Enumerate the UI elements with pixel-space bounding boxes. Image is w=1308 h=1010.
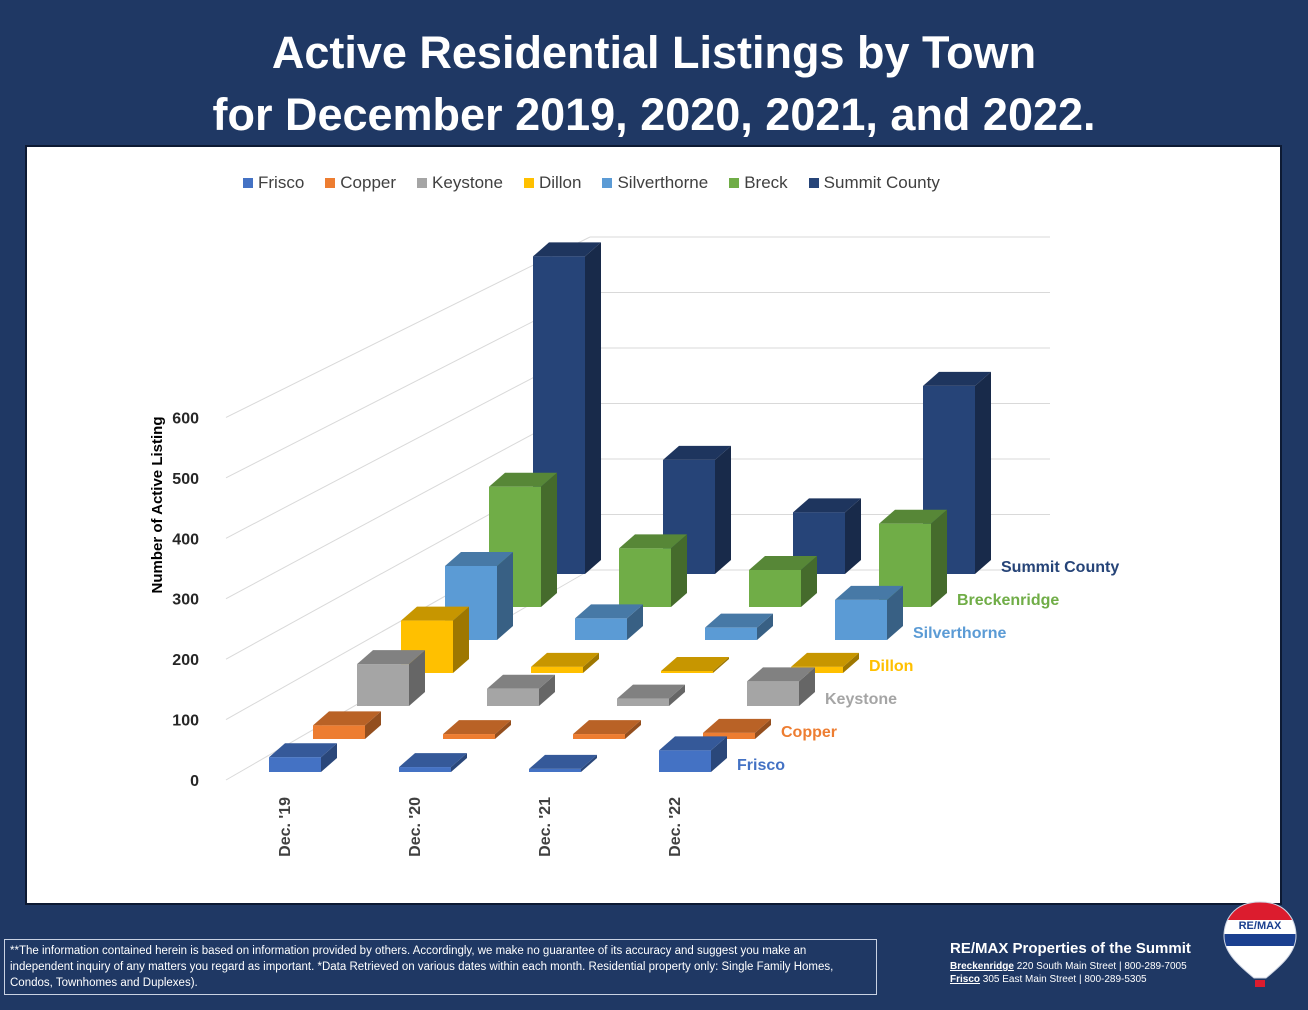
- legend-label: Dillon: [538, 173, 582, 192]
- brand-block: RE/MAX Properties of the Summit Breckenr…: [950, 940, 1191, 986]
- bar-keystone-2: [617, 684, 685, 706]
- chart-legend: Frisco Copper Keystone Dillon Silverthorne Br…: [243, 172, 961, 194]
- gridline-diagonal: [225, 347, 591, 539]
- bar-dillon-3: [791, 652, 859, 673]
- legend-label: Copper: [340, 173, 397, 192]
- legend-label: Keystone: [432, 173, 503, 192]
- brand-tagline: Properties of the Summit: [1012, 940, 1191, 957]
- balloon-text: RE/MAX: [1239, 920, 1282, 932]
- category-label: Dec. '22: [667, 797, 684, 857]
- bar-keystone-1: [487, 674, 555, 706]
- chart-panel: [25, 145, 1282, 905]
- bar-copper-0: [313, 711, 381, 739]
- balloon-logo-icon: RE/MAX: [1223, 901, 1297, 987]
- gridline-diagonal: [225, 403, 591, 600]
- bar-copper-2: [573, 720, 641, 739]
- bar-silverthorne-1: [575, 604, 643, 640]
- brand-name: RE/MAX: [950, 940, 1009, 957]
- legend-swatch: [729, 178, 740, 188]
- bar-dillon-1: [531, 652, 599, 673]
- y-tick-label: 600: [172, 410, 199, 427]
- bar-silverthorne-3: [835, 585, 903, 640]
- series-end-label: Dillon: [869, 658, 913, 675]
- legend-swatch: [325, 178, 336, 188]
- title-line-1: Active Residential Listings by Town: [271, 27, 1037, 78]
- bar-dillon-2: [661, 657, 729, 673]
- category-label: Dec. '19: [277, 797, 294, 857]
- title-line-2: for December 2019, 2020, 2021, and 2022.: [212, 89, 1096, 140]
- bar-copper-3: [703, 718, 771, 739]
- category-label: Dec. '20: [407, 797, 424, 857]
- legend-item-6: Summit County: [808, 173, 940, 193]
- office-1-town: Breckenridge: [950, 961, 1014, 972]
- legend-swatch: [417, 178, 428, 188]
- series-end-label: Breckenridge: [957, 592, 1059, 609]
- bars: [269, 242, 991, 772]
- legend-item-1: Copper: [325, 173, 396, 193]
- y-tick-label: 100: [172, 713, 199, 730]
- office-2-detail: 305 East Main Street | 800-289-5305: [982, 974, 1147, 985]
- y-tick-label: 300: [172, 592, 199, 609]
- bar-silverthorne-0: [445, 552, 513, 640]
- bar-frisco-0: [269, 743, 337, 772]
- bar-breck-2: [749, 556, 817, 607]
- y-tick-label: 200: [172, 652, 199, 669]
- y-axis-label: Number of Active Listing: [149, 417, 166, 594]
- bar-keystone-0: [357, 650, 425, 706]
- y-tick-label: 400: [172, 531, 199, 548]
- bar-breck-1: [619, 534, 687, 607]
- bar-frisco-1: [399, 753, 467, 772]
- series-end-label: Summit County: [1001, 559, 1119, 576]
- series-end-label: Silverthorne: [913, 625, 1006, 642]
- bar-frisco-2: [529, 754, 597, 772]
- series-end-label: Frisco: [737, 757, 785, 774]
- legend-swatch: [243, 178, 253, 188]
- bar-keystone-3: [747, 667, 815, 706]
- y-tick-label: 500: [172, 471, 199, 488]
- legend-label: Breck: [744, 173, 788, 192]
- legend-label: Frisco: [258, 173, 305, 192]
- legend-label: Silverthorne: [617, 173, 709, 192]
- category-label: Dec. '21: [537, 797, 554, 857]
- legend-swatch: [808, 178, 819, 188]
- disclaimer-text: **The information contained herein is ba…: [10, 945, 834, 989]
- legend-item-4: Silverthorne: [602, 173, 708, 193]
- brand-title: RE/MAX Properties of the Summit: [950, 940, 1191, 957]
- office-breckenridge: Breckenridge 220 South Main Street | 800…: [950, 960, 1191, 973]
- legend-label: Summit County: [823, 173, 940, 192]
- series-end-label: Keystone: [825, 691, 897, 708]
- office-2-town: Frisco: [950, 974, 981, 985]
- bar-copper-1: [443, 720, 511, 739]
- chart-title: Active Residential Listings by Town for …: [0, 22, 1308, 146]
- legend-item-0: Frisco: [243, 173, 304, 193]
- gridline-diagonal: [225, 236, 591, 418]
- office-frisco: Frisco 305 East Main Street | 800-289-53…: [950, 973, 1191, 986]
- legend-item-2: Keystone: [417, 173, 503, 193]
- bar-frisco-3: [659, 736, 727, 772]
- legend-item-5: Breck: [729, 173, 788, 193]
- bar-silverthorne-2: [705, 613, 773, 640]
- y-tick-label: 0: [190, 773, 199, 790]
- series-end-label: Copper: [781, 724, 837, 741]
- gridline-diagonal: [225, 292, 591, 479]
- legend-item-3: Dillon: [523, 173, 582, 193]
- legend-swatch: [602, 178, 613, 188]
- legend-swatch: [523, 178, 534, 188]
- office-1-detail: 220 South Main Street | 800-289-7005: [1016, 961, 1187, 972]
- disclaimer-box: **The information contained herein is ba…: [4, 939, 877, 995]
